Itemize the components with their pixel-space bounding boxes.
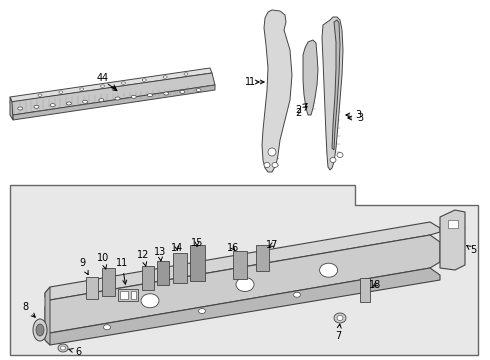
- Ellipse shape: [294, 292, 300, 297]
- Ellipse shape: [180, 90, 185, 93]
- Polygon shape: [45, 287, 50, 345]
- Text: 2: 2: [295, 107, 307, 118]
- Text: 4: 4: [102, 73, 115, 89]
- Bar: [360, 278, 370, 302]
- Ellipse shape: [103, 325, 111, 330]
- Ellipse shape: [319, 263, 338, 277]
- Polygon shape: [332, 20, 340, 150]
- Text: 18: 18: [369, 280, 381, 290]
- Bar: [101, 268, 115, 296]
- Ellipse shape: [184, 73, 188, 75]
- Bar: [142, 266, 154, 290]
- Bar: [120, 291, 128, 299]
- Polygon shape: [262, 10, 292, 172]
- Text: 2: 2: [295, 104, 307, 115]
- Ellipse shape: [147, 94, 152, 97]
- Ellipse shape: [122, 82, 125, 84]
- Polygon shape: [303, 40, 318, 115]
- Text: 13: 13: [154, 247, 166, 261]
- Ellipse shape: [18, 107, 23, 110]
- Polygon shape: [10, 68, 212, 102]
- Text: 5: 5: [467, 245, 476, 255]
- Ellipse shape: [264, 162, 270, 167]
- Text: 9: 9: [79, 258, 88, 275]
- Text: 10: 10: [97, 253, 109, 269]
- Polygon shape: [13, 85, 215, 120]
- Ellipse shape: [34, 105, 39, 108]
- Bar: [190, 245, 204, 281]
- Text: 14: 14: [171, 243, 183, 253]
- Text: 17: 17: [266, 240, 278, 250]
- Text: 6: 6: [69, 347, 81, 357]
- Ellipse shape: [163, 76, 167, 78]
- Ellipse shape: [66, 102, 72, 105]
- Ellipse shape: [196, 89, 201, 92]
- Bar: [173, 253, 187, 283]
- Ellipse shape: [164, 92, 169, 95]
- Ellipse shape: [60, 346, 66, 350]
- Text: 7: 7: [335, 324, 341, 341]
- Ellipse shape: [50, 104, 55, 107]
- Bar: [157, 261, 169, 285]
- Text: 1: 1: [249, 77, 264, 87]
- Polygon shape: [322, 17, 343, 170]
- Ellipse shape: [142, 79, 147, 81]
- Bar: [255, 245, 269, 271]
- Polygon shape: [10, 97, 13, 120]
- Ellipse shape: [272, 162, 278, 167]
- Ellipse shape: [99, 99, 104, 102]
- Text: 3: 3: [346, 110, 361, 120]
- Ellipse shape: [141, 294, 159, 308]
- Text: 3: 3: [348, 113, 363, 123]
- Bar: [86, 277, 98, 299]
- Ellipse shape: [115, 97, 120, 100]
- Ellipse shape: [38, 94, 42, 96]
- Polygon shape: [440, 210, 465, 270]
- Ellipse shape: [58, 344, 68, 352]
- Ellipse shape: [330, 158, 336, 162]
- Bar: [448, 220, 458, 228]
- Text: 8: 8: [22, 302, 35, 317]
- Bar: [118, 289, 138, 301]
- Bar: [233, 251, 247, 279]
- Bar: [131, 291, 136, 299]
- Text: 16: 16: [227, 243, 239, 253]
- Ellipse shape: [337, 315, 343, 320]
- Polygon shape: [10, 73, 215, 115]
- Polygon shape: [45, 235, 440, 333]
- Ellipse shape: [236, 278, 254, 292]
- Polygon shape: [10, 185, 478, 355]
- Text: 4: 4: [97, 73, 117, 91]
- Ellipse shape: [198, 309, 205, 314]
- Ellipse shape: [268, 148, 276, 156]
- Ellipse shape: [33, 319, 47, 341]
- Ellipse shape: [80, 88, 84, 90]
- Ellipse shape: [83, 100, 88, 103]
- Text: 15: 15: [191, 238, 203, 248]
- Ellipse shape: [59, 91, 63, 93]
- Ellipse shape: [337, 153, 343, 158]
- Polygon shape: [45, 222, 440, 300]
- Text: 12: 12: [137, 250, 149, 266]
- Ellipse shape: [131, 95, 136, 98]
- Ellipse shape: [100, 85, 104, 87]
- Ellipse shape: [36, 324, 44, 336]
- Polygon shape: [45, 268, 440, 345]
- Ellipse shape: [334, 313, 346, 323]
- Text: 1: 1: [245, 77, 259, 87]
- Text: 11: 11: [116, 258, 128, 284]
